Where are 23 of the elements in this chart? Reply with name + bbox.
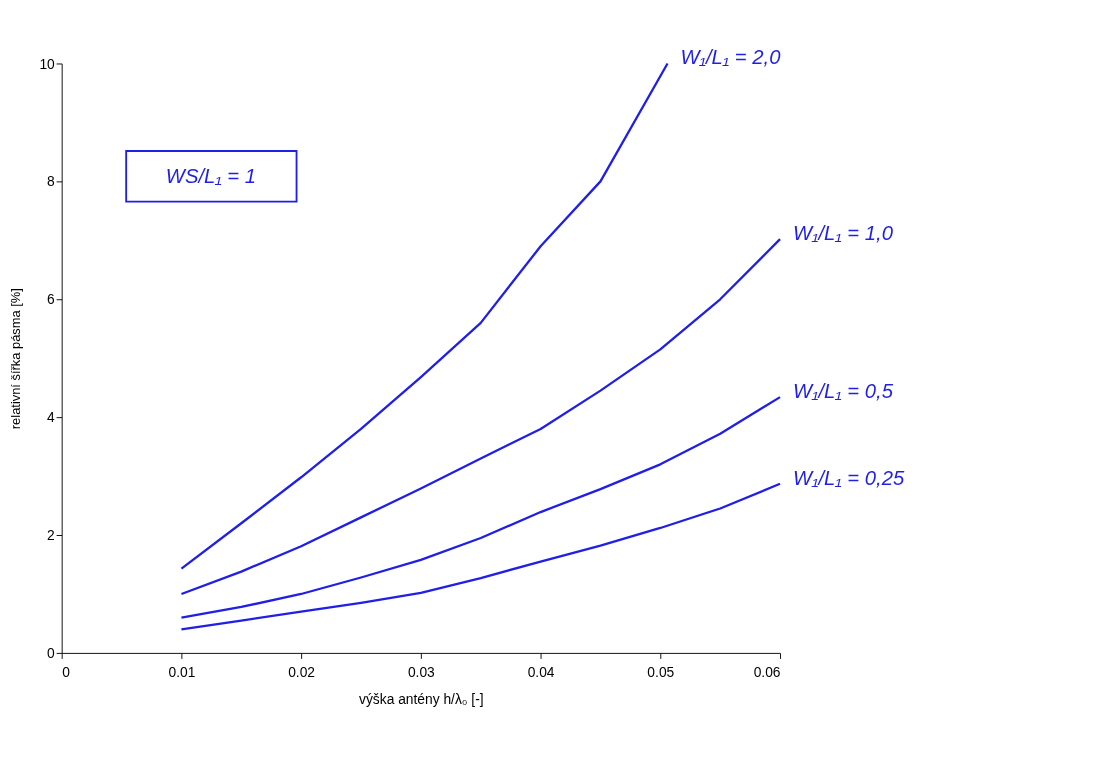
x-tick-label: 0.01 <box>168 664 196 681</box>
y-tick-label: 6 <box>47 291 56 308</box>
y-tick-label: 4 <box>47 409 56 426</box>
series-label: W₁/L₁ = 0,5 <box>792 380 894 403</box>
annotation: WS/L₁ = 1 <box>165 165 257 188</box>
y-tick-label: 0 <box>47 645 56 661</box>
y-tick-label: 10 <box>39 55 56 72</box>
series-label: W₁/L₁ = 1,0 <box>792 222 894 245</box>
x-tick-label: 0.02 <box>288 664 316 681</box>
line-series <box>180 395 782 619</box>
x-tick-label: 0.03 <box>407 664 436 681</box>
x-axis-title: výška antény h/λ₀ [-] <box>359 691 484 708</box>
y-axis-title: relativní šířka pásma [%] <box>8 288 24 430</box>
x-tick-label: 0.06 <box>753 664 781 681</box>
series-label: W₁/L₁ = 0,25 <box>792 466 905 489</box>
x-tick-label: 0 <box>62 664 71 681</box>
x-tick-label: 0.05 <box>647 664 675 681</box>
series-label: W₁/L₁ = 2,0 <box>680 46 782 69</box>
x-tick-label: 0.04 <box>527 664 555 681</box>
y-tick-label: 2 <box>47 527 55 544</box>
line-series <box>180 238 782 596</box>
y-tick-label: 8 <box>47 173 56 190</box>
line-series <box>180 482 782 631</box>
